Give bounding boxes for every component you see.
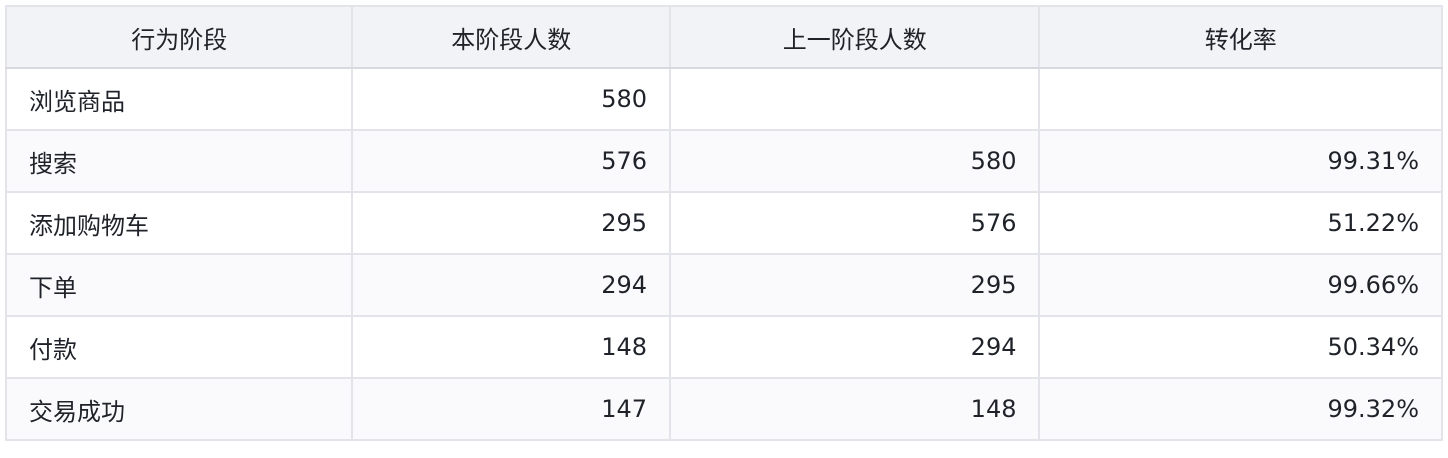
cell-current-count: 148 <box>351 315 672 379</box>
cell-stage: 下单 <box>4 253 354 317</box>
funnel-table: 行为阶段 本阶段人数 上一阶段人数 转化率 浏览商品 580 搜索 576 580 99.… <box>4 5 1443 441</box>
table-row: 下单 294 295 99.66% <box>4 253 1443 317</box>
cell-conversion-rate: 50.34% <box>1038 315 1443 379</box>
cell-previous-count: 294 <box>669 315 1041 379</box>
header-conversion-rate: 转化率 <box>1038 5 1443 69</box>
cell-stage: 交易成功 <box>4 377 354 441</box>
table-row: 付款 148 294 50.34% <box>4 315 1443 379</box>
cell-previous-count: 148 <box>669 377 1041 441</box>
header-stage: 行为阶段 <box>4 5 354 69</box>
cell-stage: 付款 <box>4 315 354 379</box>
cell-current-count: 294 <box>351 253 672 317</box>
cell-previous-count <box>669 67 1041 131</box>
cell-stage: 添加购物车 <box>4 191 354 255</box>
table-row: 添加购物车 295 576 51.22% <box>4 191 1443 255</box>
cell-current-count: 147 <box>351 377 672 441</box>
cell-current-count: 295 <box>351 191 672 255</box>
cell-conversion-rate: 51.22% <box>1038 191 1443 255</box>
cell-previous-count: 580 <box>669 129 1041 193</box>
cell-stage: 浏览商品 <box>4 67 354 131</box>
table-row: 搜索 576 580 99.31% <box>4 129 1443 193</box>
cell-previous-count: 576 <box>669 191 1041 255</box>
cell-current-count: 576 <box>351 129 672 193</box>
header-current-count: 本阶段人数 <box>351 5 672 69</box>
cell-current-count: 580 <box>351 67 672 131</box>
cell-conversion-rate: 99.66% <box>1038 253 1443 317</box>
cell-previous-count: 295 <box>669 253 1041 317</box>
cell-conversion-rate: 99.31% <box>1038 129 1443 193</box>
table-row: 浏览商品 580 <box>4 67 1443 131</box>
header-previous-count: 上一阶段人数 <box>669 5 1041 69</box>
cell-stage: 搜索 <box>4 129 354 193</box>
cell-conversion-rate <box>1038 67 1443 131</box>
cell-conversion-rate: 99.32% <box>1038 377 1443 441</box>
table-row: 交易成功 147 148 99.32% <box>4 377 1443 441</box>
header-row: 行为阶段 本阶段人数 上一阶段人数 转化率 <box>4 5 1443 69</box>
